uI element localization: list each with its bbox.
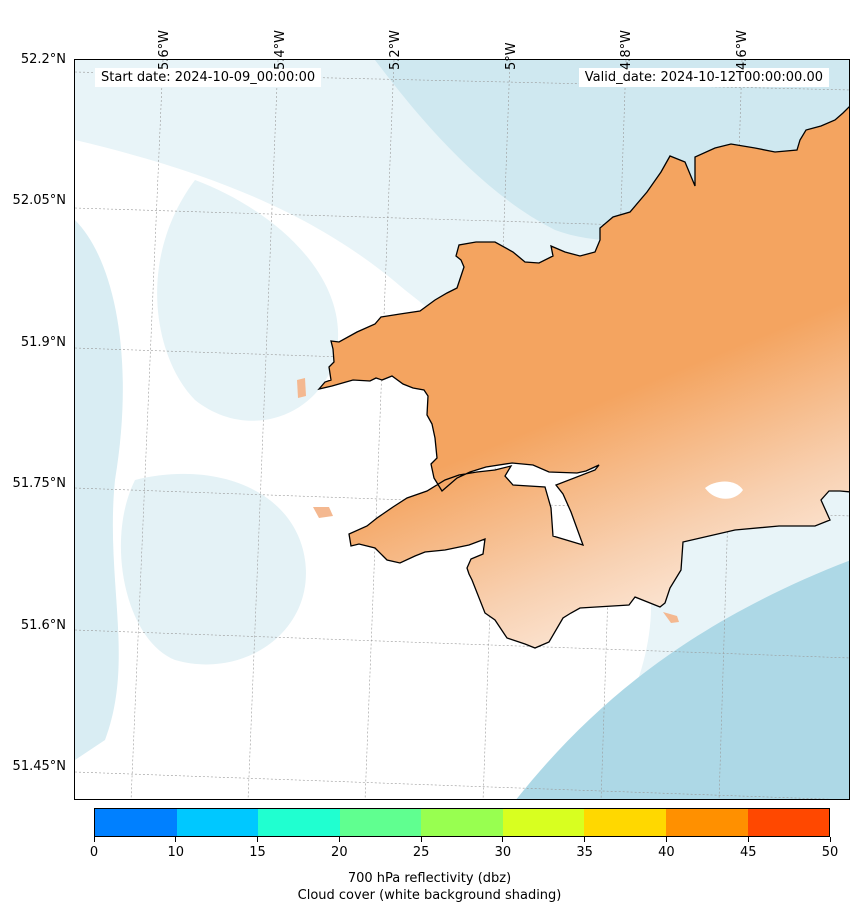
colorbar-tick-mark xyxy=(829,837,831,842)
reflectivity-small-patch-1 xyxy=(297,378,306,398)
colorbar-tick-label: 0 xyxy=(89,845,99,860)
lon-label-5.2w: 5.2°W xyxy=(388,29,403,70)
lon-label-5w: 5°W xyxy=(504,42,519,70)
cloud-shading-west xyxy=(75,220,123,760)
colorbar-segment-1 xyxy=(176,809,259,836)
lat-label-51.75: 51.75°N xyxy=(12,476,66,491)
cloud-shading-southeast xyxy=(516,560,849,799)
colorbar-tick-label: 30 xyxy=(494,845,512,860)
colorbar-tick-label: 35 xyxy=(576,845,593,860)
map-panel: Start date: 2024-10-09_00:00:00 Valid_da… xyxy=(74,59,850,800)
cloud-patch-1 xyxy=(157,180,339,421)
colorbar-subtitle: Cloud cover (white background shading) xyxy=(297,888,562,903)
lat-label-51.45: 51.45°N xyxy=(12,759,66,774)
colorbar-segment-3 xyxy=(339,809,422,836)
colorbar-segment-5 xyxy=(502,809,585,836)
lon-label-4.6w: 4.6°W xyxy=(735,29,750,70)
colorbar-tick-mark xyxy=(93,837,95,842)
lat-label-51.9: 51.9°N xyxy=(20,335,66,350)
colorbar-segment-4 xyxy=(421,809,503,836)
lon-label-5.6w: 5.6°W xyxy=(157,29,172,70)
colorbar-tick-label: 10 xyxy=(167,845,185,860)
colorbar-tick-label: 25 xyxy=(412,845,430,860)
reflectivity-small-patch-3 xyxy=(663,612,679,623)
lat-label-51.6: 51.6°N xyxy=(20,618,66,633)
colorbar-segment-7 xyxy=(665,809,748,836)
start-date-label: Start date: 2024-10-09_00:00:00 xyxy=(95,68,322,87)
colorbar-tick-label: 50 xyxy=(821,845,839,860)
colorbar-tick-mark xyxy=(420,837,422,842)
cloud-patch-2 xyxy=(120,473,306,665)
white-highlight xyxy=(705,481,743,499)
valid-date-label: Valid_date: 2024-10-12T00:00:00.00 xyxy=(578,68,829,87)
lat-label-52.05: 52.05°N xyxy=(12,193,66,208)
colorbar-tick-label: 20 xyxy=(331,845,348,860)
colorbar-segment-6 xyxy=(584,809,666,836)
colorbar-tick-mark xyxy=(175,837,177,842)
lon-label-4.8w: 4.8°W xyxy=(619,29,634,70)
colorbar-tick-mark xyxy=(502,837,504,842)
colorbar xyxy=(94,808,830,837)
colorbar-tick-label: 40 xyxy=(658,845,675,860)
land-area-fill xyxy=(317,106,849,649)
colorbar-tick-mark xyxy=(747,837,749,842)
colorbar-title: 700 hPa reflectivity (dbz) xyxy=(347,871,512,886)
lon-label-5.4w: 5.4°W xyxy=(273,29,288,70)
colorbar-tick-mark xyxy=(584,837,586,842)
colorbar-tick-label: 15 xyxy=(249,845,266,860)
colorbar-tick-mark xyxy=(338,837,340,842)
colorbar-segment-0 xyxy=(95,809,177,836)
colorbar-segment-8 xyxy=(747,809,830,836)
colorbar-segment-2 xyxy=(258,809,340,836)
map-canvas xyxy=(75,60,849,799)
colorbar-tick-mark xyxy=(665,837,667,842)
colorbar-tick-label: 45 xyxy=(739,845,757,860)
reflectivity-small-patch-2 xyxy=(313,507,333,518)
lat-label-52.2: 52.2°N xyxy=(20,52,66,67)
colorbar-tick-mark xyxy=(257,837,259,842)
